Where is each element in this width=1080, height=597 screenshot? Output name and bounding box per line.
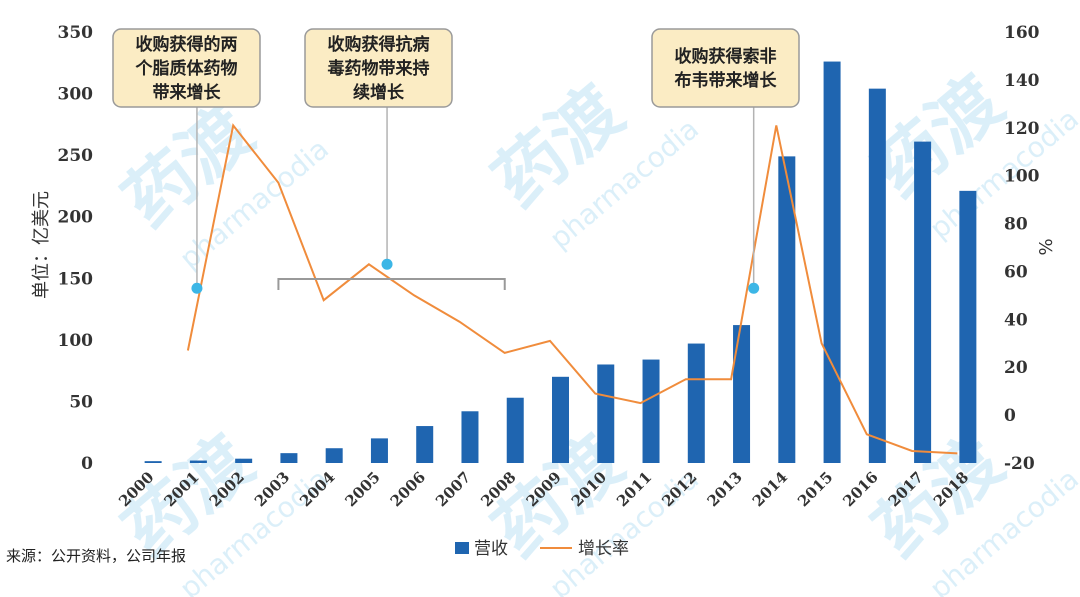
annotation-box	[304, 28, 453, 108]
bar-2000	[144, 461, 162, 463]
y-tick-label: 100	[58, 331, 94, 351]
annotation-text: 毒药物带来持	[328, 58, 430, 79]
source-note: 来源：公开资料，公司年报	[6, 547, 187, 565]
y2-tick-label: 80	[1004, 215, 1028, 235]
annotation-marker	[191, 282, 203, 294]
annotation-text: 收购获得的两	[136, 34, 238, 55]
annotation-text: 带来增长	[153, 82, 222, 103]
y-tick-label: 250	[58, 146, 94, 166]
bar-2008	[506, 397, 524, 463]
y-tick-label: 350	[58, 23, 94, 43]
bar-2010	[597, 364, 615, 463]
legend: 营收 增长率	[455, 539, 629, 559]
y-tick-label: 50	[69, 392, 93, 412]
x-tick-label: 2006	[387, 468, 429, 510]
x-tick-label: 2014	[749, 468, 791, 510]
annotation-box	[651, 28, 800, 108]
y-tick-label: 0	[81, 454, 93, 474]
y2-tick-label: 100	[1004, 167, 1040, 187]
y-tick-label: 150	[58, 269, 94, 289]
annotation-marker	[748, 282, 760, 294]
line-series-growth	[186, 123, 958, 455]
annotation-marker	[381, 258, 393, 270]
annotation-box	[112, 28, 261, 108]
x-tick-label: 2013	[704, 468, 746, 510]
x-tick-label: 2015	[794, 468, 836, 510]
bar-2001	[189, 460, 207, 463]
legend-label-revenue: 营收	[474, 539, 508, 559]
bar-2014	[778, 156, 796, 464]
bar-series-revenue	[144, 61, 977, 464]
y2-tick-label: 120	[1004, 119, 1040, 139]
y2-tick-label: 20	[1004, 358, 1028, 378]
bar-2005	[370, 438, 388, 463]
y-axis-label: 单位：亿美元	[31, 191, 52, 299]
annotation-text: 收购获得索非	[675, 46, 777, 67]
y2-tick-label: -20	[1004, 454, 1035, 474]
y-tick-label: 300	[58, 85, 94, 105]
annotation-text: 续增长	[353, 82, 405, 103]
bar-2013	[733, 325, 751, 463]
y2-tick-label: 160	[1004, 23, 1040, 43]
y2-tick-label: 40	[1004, 310, 1028, 330]
bar-2015	[823, 61, 841, 463]
bar-2009	[552, 376, 569, 463]
bar-2002	[235, 458, 253, 463]
period-bracket	[277, 278, 506, 290]
bar-2007	[461, 411, 479, 463]
annotation-text: 布韦带来增长	[675, 70, 778, 91]
bar-2011	[642, 359, 660, 463]
bar-2016	[868, 88, 886, 463]
y2-tick-label: 60	[1004, 262, 1028, 282]
legend-bar-swatch	[455, 542, 469, 554]
y2-axis-label: %	[1036, 238, 1057, 255]
y2-tick-label: 0	[1004, 406, 1016, 426]
x-tick-label: 2007	[432, 468, 474, 510]
y2-tick-label: 140	[1004, 71, 1040, 91]
bar-2012	[687, 343, 705, 463]
annotation-text: 收购获得抗病	[328, 34, 430, 55]
bar-2004	[325, 448, 343, 463]
bar-2017	[914, 141, 932, 463]
bar-2018	[959, 190, 977, 463]
right-axis-ticks: -20 0 20 40 60 80 100 120 140 160	[1004, 23, 1040, 474]
bar-2006	[416, 426, 434, 463]
y-tick-label: 200	[58, 208, 94, 228]
left-axis-ticks: 0 50 100 150 200 250 300 350	[58, 23, 94, 474]
x-tick-label: 2005	[342, 468, 384, 510]
legend-label-growth: 增长率	[578, 539, 629, 559]
growth-line	[186, 123, 958, 455]
bar-2003	[280, 453, 298, 463]
annotation-text: 个脂质体药物	[135, 58, 238, 79]
